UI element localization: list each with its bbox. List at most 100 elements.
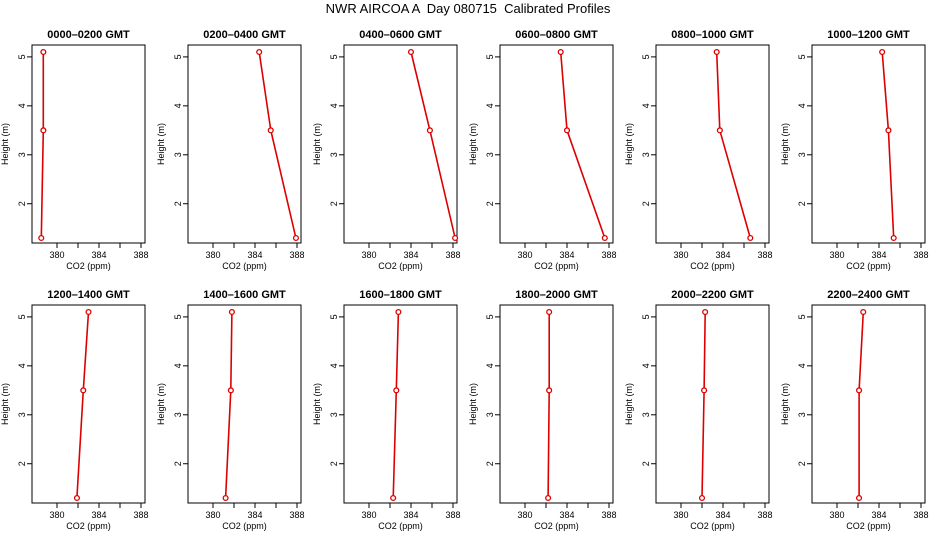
profile-line <box>40 52 45 239</box>
data-point <box>38 234 45 242</box>
profile-line <box>76 311 90 499</box>
data-point <box>855 387 863 394</box>
y-tick-label: 5 <box>329 314 339 319</box>
x-tick-label: 384 <box>871 510 886 520</box>
x-tick-label: 388 <box>133 250 148 260</box>
x-axis-label: CO2 (ppm) <box>690 261 735 271</box>
y-axis-label: Height (m) <box>156 383 166 425</box>
data-point <box>879 48 886 56</box>
x-tick-label: 388 <box>913 510 928 520</box>
y-tick-label: 3 <box>797 412 807 417</box>
x-tick-label: 380 <box>361 510 376 520</box>
data-point <box>222 494 229 502</box>
data-point <box>407 48 415 56</box>
data-point <box>860 308 867 316</box>
x-axis-label: CO2 (ppm) <box>378 521 423 531</box>
panel-title: 0000–0200 GMT <box>47 29 130 41</box>
plot-frame <box>31 304 146 504</box>
y-tick-label: 2 <box>17 201 27 206</box>
y-tick-label: 4 <box>485 363 495 368</box>
x-tick-label: 380 <box>673 510 688 520</box>
y-tick-label: 3 <box>641 152 651 157</box>
y-tick-label: 5 <box>17 314 27 319</box>
x-tick-label: 380 <box>205 250 220 260</box>
profile-line <box>547 312 551 499</box>
x-axis-label: CO2 (ppm) <box>66 521 111 531</box>
x-axis-label: CO2 (ppm) <box>222 261 267 271</box>
data-point <box>747 234 754 242</box>
x-tick-label: 384 <box>247 250 262 260</box>
y-tick-label: 3 <box>485 412 495 417</box>
data-point <box>702 308 709 316</box>
x-axis-label: CO2 (ppm) <box>378 261 423 271</box>
y-tick-label: 2 <box>329 461 339 466</box>
panel-title: 0800–1000 GMT <box>671 29 754 41</box>
chart-panel: 0600–0800 GMT 380 384 388 2 3 4 5 CO2 (ppm) Heigh… <box>468 29 617 271</box>
y-axis-label: Height (m) <box>780 383 790 425</box>
y-tick-label: 5 <box>485 314 495 319</box>
x-tick-label: 384 <box>559 250 574 260</box>
panel-title: 0200–0400 GMT <box>203 29 286 41</box>
data-point <box>698 494 706 502</box>
y-axis-label: Height (m) <box>0 383 10 425</box>
data-point <box>73 494 80 502</box>
data-point <box>713 48 720 56</box>
y-tick-label: 4 <box>17 363 27 368</box>
x-tick-label: 388 <box>289 250 304 260</box>
x-tick-label: 380 <box>205 510 220 520</box>
x-tick-label: 388 <box>913 250 928 260</box>
y-tick-label: 3 <box>329 412 339 417</box>
x-tick-label: 384 <box>91 510 106 520</box>
data-point <box>292 234 300 242</box>
y-tick-label: 3 <box>17 152 27 157</box>
data-point <box>267 127 274 134</box>
profile-line <box>392 311 400 499</box>
profile-line <box>559 51 606 239</box>
y-tick-label: 4 <box>17 103 27 108</box>
data-point <box>80 387 87 394</box>
plot-frame <box>187 44 302 244</box>
y-tick-label: 4 <box>797 363 807 368</box>
x-tick-label: 380 <box>49 250 64 260</box>
data-point <box>426 127 433 134</box>
y-axis-label: Height (m) <box>780 123 790 165</box>
y-tick-label: 5 <box>173 314 183 319</box>
plot-frame <box>343 304 458 504</box>
data-point <box>890 234 897 242</box>
y-tick-label: 4 <box>797 103 807 108</box>
data-point <box>40 127 47 134</box>
data-point <box>40 48 47 56</box>
plot-frame <box>187 304 302 504</box>
y-tick-label: 2 <box>17 461 27 466</box>
x-tick-label: 388 <box>445 510 460 520</box>
data-point <box>390 494 397 502</box>
y-tick-label: 2 <box>485 461 495 466</box>
data-point <box>393 387 400 394</box>
panel-title: 1200–1400 GMT <box>47 289 130 301</box>
y-tick-label: 4 <box>173 363 183 368</box>
chart-panel: 1200–1400 GMT 380 384 388 2 3 4 5 CO2 (ppm) Heigh… <box>0 289 149 531</box>
plot-frame <box>343 44 458 244</box>
y-tick-label: 5 <box>797 54 807 59</box>
y-tick-label: 2 <box>485 201 495 206</box>
data-point <box>85 308 92 316</box>
y-tick-label: 2 <box>329 201 339 206</box>
panel-title: 1400–1600 GMT <box>203 289 286 301</box>
data-point <box>452 234 459 242</box>
y-tick-label: 2 <box>173 201 183 206</box>
x-tick-label: 388 <box>601 510 616 520</box>
chart-panel: 1400–1600 GMT 380 384 388 2 3 4 5 CO2 (ppm) Heigh… <box>156 289 305 531</box>
y-tick-label: 3 <box>17 412 27 417</box>
y-tick-label: 4 <box>641 363 651 368</box>
data-point <box>885 127 892 134</box>
y-tick-label: 3 <box>173 412 183 417</box>
y-tick-label: 3 <box>485 152 495 157</box>
x-tick-label: 380 <box>517 510 532 520</box>
x-tick-label: 380 <box>49 510 64 520</box>
profile-line <box>858 311 865 498</box>
y-tick-label: 3 <box>797 152 807 157</box>
plot-frame <box>655 304 770 504</box>
plot-frame <box>499 304 614 504</box>
y-axis-label: Height (m) <box>468 123 478 165</box>
